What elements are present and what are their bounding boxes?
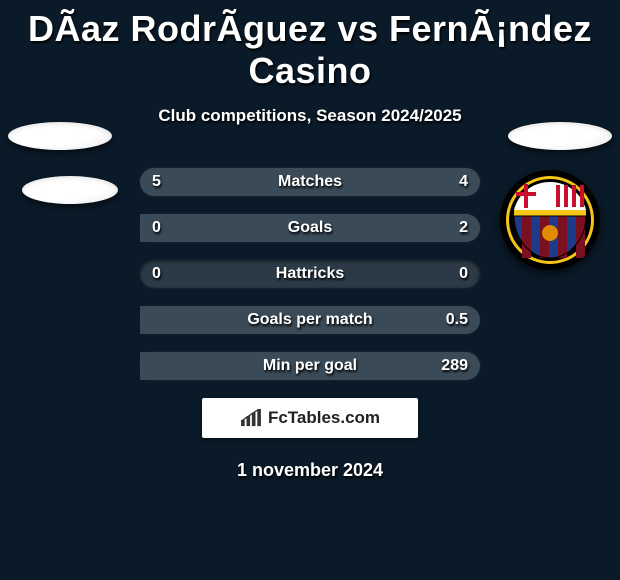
page-subtitle: Club competitions, Season 2024/2025 bbox=[0, 92, 620, 126]
stat-row: 289 Min per goal bbox=[140, 352, 480, 380]
stat-label: Hattricks bbox=[276, 265, 344, 283]
stat-value-left: 0 bbox=[152, 219, 161, 237]
stat-label: Matches bbox=[278, 173, 342, 191]
club-crest bbox=[500, 170, 600, 270]
stat-row: 5 4 Matches bbox=[140, 168, 480, 196]
stat-label: Min per goal bbox=[263, 357, 357, 375]
stat-value-right: 2 bbox=[459, 219, 468, 237]
logo-text: FcTables.com bbox=[268, 408, 380, 428]
fctables-logo[interactable]: FcTables.com bbox=[202, 398, 418, 438]
stat-row: 0 2 Goals bbox=[140, 214, 480, 242]
stat-label: Goals bbox=[288, 219, 332, 237]
stat-value-left: 5 bbox=[152, 173, 161, 191]
player1-ellipse-1 bbox=[8, 122, 112, 150]
player1-ellipse-2 bbox=[22, 176, 118, 204]
stat-fill-right bbox=[330, 168, 480, 196]
stat-row: 0 0 Hattricks bbox=[140, 260, 480, 288]
bar-chart-icon bbox=[240, 409, 262, 427]
stat-label: Goals per match bbox=[247, 311, 372, 329]
stat-value-right: 4 bbox=[459, 173, 468, 191]
stat-value-right: 0.5 bbox=[446, 311, 468, 329]
stat-row: 0.5 Goals per match bbox=[140, 306, 480, 334]
date-text: 1 november 2024 bbox=[0, 438, 620, 481]
stat-value-right: 289 bbox=[441, 357, 468, 375]
player2-ellipse-1 bbox=[508, 122, 612, 150]
page-title: DÃ­az RodrÃ­guez vs FernÃ¡ndez Casino bbox=[0, 0, 620, 92]
stat-value-left: 0 bbox=[152, 265, 161, 283]
stat-value-right: 0 bbox=[459, 265, 468, 283]
